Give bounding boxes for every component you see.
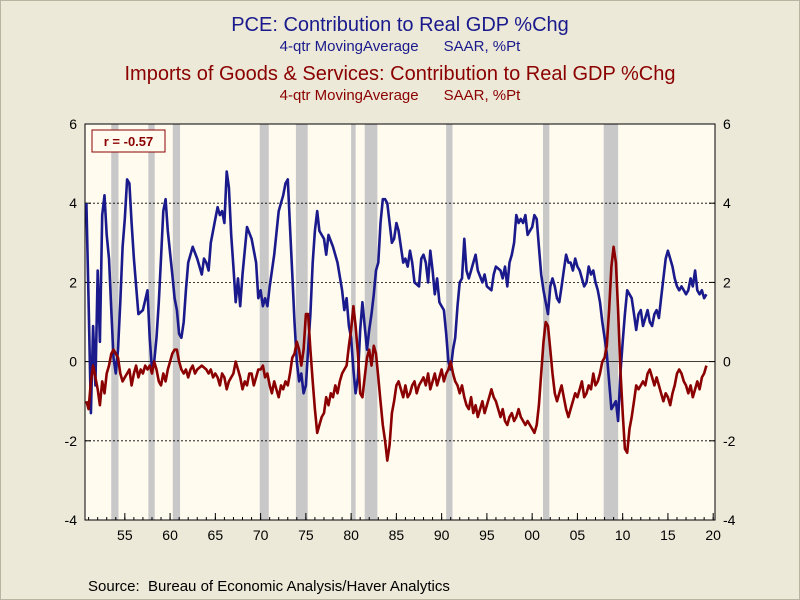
x-tick-label: 95 [479,527,495,543]
y-tick-label-left: -4 [65,512,78,528]
recession-bar [259,124,269,520]
recession-bar [111,124,119,520]
y-tick-label-right: 0 [723,354,731,370]
y-tick-label-left: 0 [69,354,77,370]
x-tick-label: 55 [117,527,133,543]
recession-bar [172,124,181,520]
plot-border [84,123,716,521]
x-tick-label: 15 [660,527,676,543]
x-tick-label: 20 [705,527,721,543]
y-tick-label-right: 2 [723,274,731,290]
y-tick-label-left: -2 [65,433,78,449]
imports-subtitle: 4-qtr MovingAverage SAAR, %Pt [279,87,521,104]
source-note: Source: Bureau of Economic Analysis/Have… [88,578,450,595]
imports-title: Imports of Goods & Services: Contributio… [124,63,676,85]
y-tick-label-right: -4 [723,512,736,528]
correlation-label: r = -0.57 [104,134,154,149]
y-tick-label-right: 6 [723,116,731,132]
x-tick-label: 75 [298,527,314,543]
pce-title: PCE: Contribution to Real GDP %Chg [231,14,569,36]
recession-bar [603,124,619,520]
x-tick-label: 90 [434,527,450,543]
y-tick-label-right: -2 [723,433,736,449]
correlation-box [91,129,166,153]
imports-line [85,245,708,462]
pce-subtitle: 4-qtr MovingAverage SAAR, %Pt [279,38,521,55]
x-tick-label: 05 [570,527,586,543]
recession-bar [148,124,155,520]
x-tick-label: 85 [389,527,405,543]
x-tick-label: 00 [524,527,540,543]
recession-bar [351,124,356,520]
recession-bar [295,124,308,520]
y-tick-label-left: 4 [69,195,77,211]
x-tick-label: 80 [343,527,359,543]
x-tick-label: 70 [253,527,269,543]
y-tick-label-left: 6 [69,116,77,132]
y-tick-label-left: 2 [69,274,77,290]
x-tick-label: 65 [208,527,224,543]
y-tick-label-right: 4 [723,195,731,211]
x-tick-label: 60 [162,527,178,543]
recession-bar [446,124,453,520]
pce-line [85,170,708,423]
x-tick-label: 10 [615,527,631,543]
